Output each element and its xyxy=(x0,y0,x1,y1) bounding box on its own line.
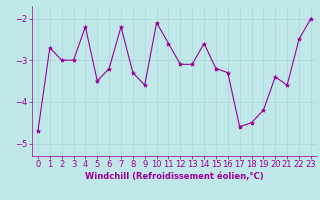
X-axis label: Windchill (Refroidissement éolien,°C): Windchill (Refroidissement éolien,°C) xyxy=(85,172,264,181)
